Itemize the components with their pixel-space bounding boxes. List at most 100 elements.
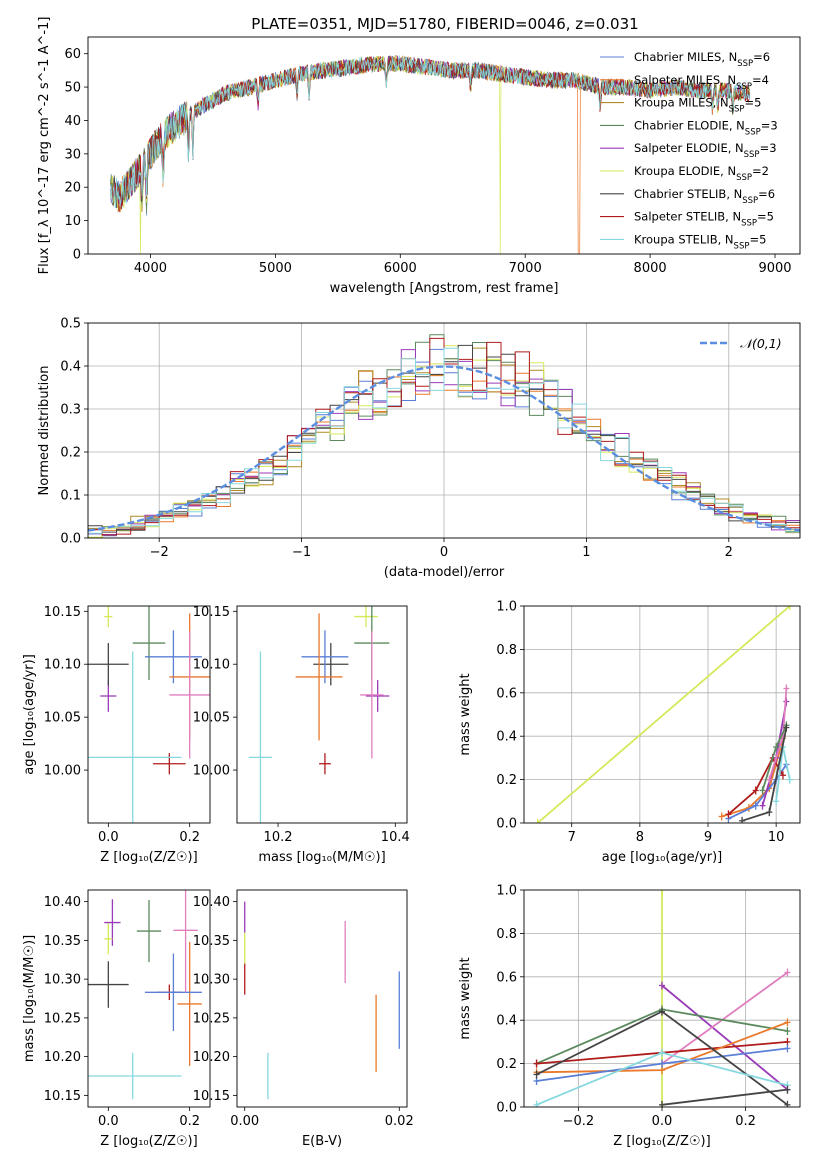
panel-mass_vs_Z: 0.0 0.2 10.15 10.20 10.25 10.30 10.35 10.40 Z [l… bbox=[22, 889, 211, 1149]
y-axis-label: Flux [f_λ 10^-17 erg cm^-2 s^-1 A^-1] bbox=[37, 17, 52, 275]
x-axis-label: age [log₁₀(age/yr)] bbox=[602, 850, 723, 865]
y-tick-label: 10.10 bbox=[193, 658, 230, 673]
x-tick-label: 10 bbox=[768, 830, 785, 845]
axes-frame bbox=[523, 889, 801, 1108]
legend-label: Kroupa ELODIE, N bbox=[634, 164, 736, 178]
x-tick-label: 2 bbox=[725, 545, 733, 560]
legend-label: Salpeter MILES, N bbox=[634, 73, 736, 87]
legend-n: =5 bbox=[744, 96, 761, 110]
y-tick-label: 0.8 bbox=[496, 927, 517, 942]
figure-title: PLATE=0351, MJD=51780, FIBERID=0046, z=0… bbox=[251, 15, 638, 33]
y-tick-label: 10.15 bbox=[44, 1089, 81, 1104]
series-line-2 bbox=[661, 971, 789, 1065]
y-tick-label: 50 bbox=[64, 81, 81, 96]
x-tick-label: 7000 bbox=[509, 261, 542, 276]
axes-frame bbox=[87, 322, 801, 539]
legend-sub: SSP bbox=[744, 150, 760, 160]
legend-sub: SSP bbox=[745, 127, 761, 137]
legend-sub: SSP bbox=[734, 241, 750, 251]
legend-n: =6 bbox=[758, 187, 775, 201]
series-weight_vs_Z bbox=[533, 890, 791, 1107]
x-tick-label: −2 bbox=[150, 545, 169, 560]
axes-frame bbox=[87, 36, 801, 255]
legend-label: Kroupa STELIB, N bbox=[634, 232, 734, 246]
legend-n: =5 bbox=[749, 232, 766, 246]
y-tick-label: 10.35 bbox=[193, 934, 230, 949]
y-tick-label: 10.05 bbox=[44, 711, 81, 726]
panel-age_vs_mass: 10.2 10.4 10.00 10.05 10.10 10.15 mass [log₁₀(… bbox=[193, 605, 410, 865]
y-tick-label: 10.10 bbox=[44, 658, 81, 673]
legend-sub: SSP bbox=[737, 59, 753, 69]
x-axis-label: Z [log₁₀(Z/Z☉)] bbox=[100, 850, 197, 865]
grid-weight_vs_age bbox=[524, 606, 800, 823]
x-tick-label: 4000 bbox=[134, 261, 167, 276]
legend-entry: Salpeter ELODIE, NSSP=3 bbox=[634, 141, 777, 160]
x-axis-label: Z [log₁₀(Z/Z☉)] bbox=[100, 1134, 197, 1149]
normal-curve bbox=[88, 365, 800, 532]
y-tick-label: 10.20 bbox=[44, 1050, 81, 1065]
y-tick-label: 40 bbox=[64, 114, 81, 129]
legend-entry: Chabrier ELODIE, NSSP=3 bbox=[634, 118, 778, 137]
y-tick-label: 10.40 bbox=[44, 895, 81, 910]
y-tick-label: 0.0 bbox=[496, 1101, 517, 1116]
y-tick-label: 0.3 bbox=[60, 403, 81, 418]
y-tick-label: 10.15 bbox=[44, 605, 81, 620]
axes-frame bbox=[87, 889, 211, 1108]
axes-residuals: −2 −1 0 1 2 0.0 0.1 0.2 0.3 0.4 0.5 (data-model)/er… bbox=[37, 317, 733, 581]
legend-sub: SSP bbox=[741, 219, 757, 229]
x-tick-label: 7 bbox=[568, 830, 576, 845]
legend-label: Salpeter ELODIE, N bbox=[634, 141, 744, 155]
y-axis-label: mass weight bbox=[458, 673, 473, 755]
legend-label: Chabrier MILES, N bbox=[634, 50, 737, 64]
axes-mass_vs_Z: 0.0 0.2 10.15 10.20 10.25 10.30 10.35 10.40 Z [l… bbox=[22, 895, 200, 1149]
y-tick-label: 0.8 bbox=[496, 643, 517, 658]
x-axis-label: E(B-V) bbox=[302, 1134, 342, 1149]
y-tick-label: 10.40 bbox=[193, 895, 230, 910]
y-tick-label: 10.35 bbox=[44, 934, 81, 949]
y-tick-label: 0.0 bbox=[60, 532, 81, 547]
y-axis-label: age [log₁₀(age/yr)] bbox=[22, 654, 37, 775]
x-tick-label: 5000 bbox=[259, 261, 292, 276]
axes-frame bbox=[523, 605, 801, 824]
series-line-1 bbox=[661, 984, 789, 1091]
axes-mass_vs_ebv: 0.00 0.02 10.15 10.20 10.25 10.30 10.35 10.40 E(… bbox=[193, 895, 414, 1149]
x-tick-label: 0 bbox=[440, 545, 448, 560]
y-tick-label: 0.2 bbox=[496, 773, 517, 788]
axes-spectrum: 4000 5000 6000 7000 8000 9000 0 10 20 30 40 50 60 wav… bbox=[37, 17, 792, 296]
y-tick-label: 10.05 bbox=[193, 711, 230, 726]
x-tick-label: 8 bbox=[636, 830, 644, 845]
axes-frame bbox=[87, 605, 211, 824]
panel-weight_vs_Z: −0.2 0.0 0.2 0.0 0.2 0.4 0.6 0.8 1.0 Z [log₁₀(Z/Z… bbox=[458, 884, 801, 1150]
y-tick-label: 10.00 bbox=[44, 764, 81, 779]
axes-weight_vs_Z: −0.2 0.0 0.2 0.0 0.2 0.4 0.6 0.8 1.0 Z [log₁₀(Z/Z… bbox=[458, 884, 756, 1150]
series-weight_vs_age bbox=[534, 606, 793, 823]
x-tick-label: −0.2 bbox=[563, 1114, 595, 1129]
plot-area-mass_vs_ebv bbox=[244, 901, 400, 1100]
legend-label: Chabrier STELIB, N bbox=[634, 187, 742, 201]
spectrum-lines bbox=[110, 54, 751, 254]
points-mass_vs_ebv bbox=[244, 901, 400, 1100]
x-tick-label: 9 bbox=[704, 830, 712, 845]
legend-label: Chabrier ELODIE, N bbox=[634, 118, 745, 132]
histogram-8 bbox=[88, 347, 800, 534]
points-age_vs_Z bbox=[88, 606, 210, 823]
y-tick-label: 10.30 bbox=[44, 973, 81, 988]
legend-n: =6 bbox=[753, 50, 770, 64]
points-age_vs_mass bbox=[248, 606, 390, 823]
axes-weight_vs_age: 7 8 9 10 0.0 0.2 0.4 0.6 0.8 1.0 age [log₁₀(age/yr… bbox=[458, 600, 784, 866]
x-tick-label: 0.0 bbox=[98, 830, 119, 845]
x-axis-label: Z [log₁₀(Z/Z☉)] bbox=[613, 1134, 710, 1149]
plot-area-mass_vs_Z bbox=[88, 890, 202, 1100]
y-tick-label: 0 bbox=[73, 248, 81, 263]
legend-n: =2 bbox=[752, 164, 769, 178]
plot-area-weight_vs_Z bbox=[524, 890, 800, 1107]
x-tick-label: 0.0 bbox=[652, 1114, 673, 1129]
y-axis-label: Normed distribution bbox=[37, 366, 52, 496]
y-tick-label: 10.00 bbox=[193, 764, 230, 779]
axes-age_vs_mass: 10.2 10.4 10.00 10.05 10.10 10.15 mass [log₁₀(… bbox=[193, 605, 410, 865]
y-tick-label: 60 bbox=[64, 47, 81, 62]
legend-entry: Kroupa ELODIE, NSSP=2 bbox=[634, 164, 769, 183]
plot-area-residuals bbox=[88, 323, 800, 538]
legend-entry: Chabrier MILES, NSSP=6 bbox=[634, 50, 770, 69]
x-tick-label: −1 bbox=[292, 545, 311, 560]
